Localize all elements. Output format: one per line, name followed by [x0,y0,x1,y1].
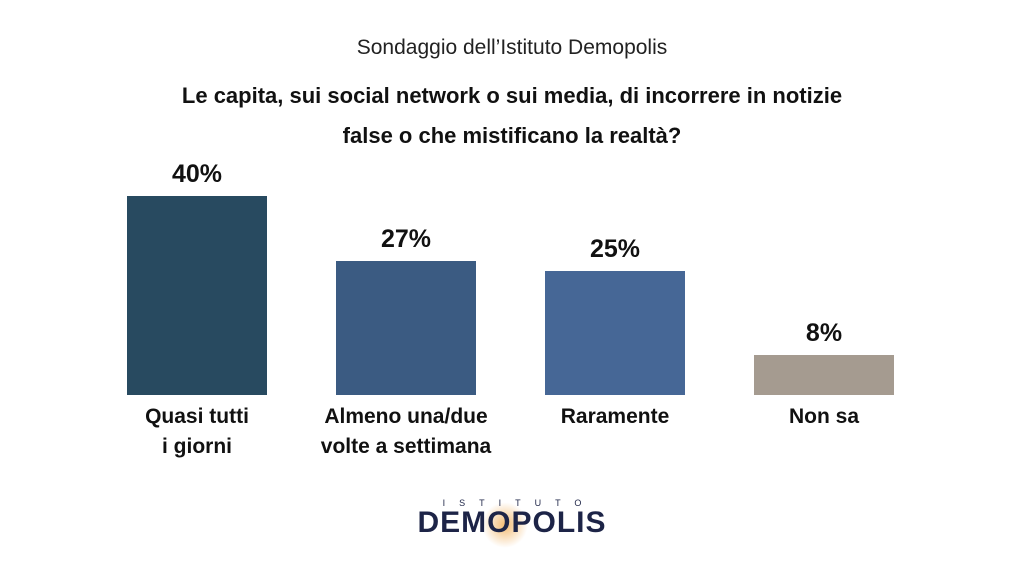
value-label: 27% [380,224,432,253]
logo-top: ISTITUTO [442,498,596,508]
chart-title: Le capita, sui social network o sui medi… [181,83,843,148]
bar [545,270,685,395]
logo-glow [482,502,528,548]
bar [754,355,894,395]
category-label: Raramente [560,405,670,428]
logo-name: DEMOPOLIS [417,506,607,539]
bar [336,260,476,395]
category-label: Non sa [788,405,859,428]
subtitle: Sondaggio dell’Istituto Demopolis [356,36,668,59]
category-label: Quasi tutti i giorni [145,405,249,458]
category-label: Almeno una/due volte a settimana [320,405,492,458]
value-label: 8% [805,319,843,348]
value-label: 40% [171,160,223,188]
value-label: 25% [589,234,641,263]
bar [127,196,267,395]
